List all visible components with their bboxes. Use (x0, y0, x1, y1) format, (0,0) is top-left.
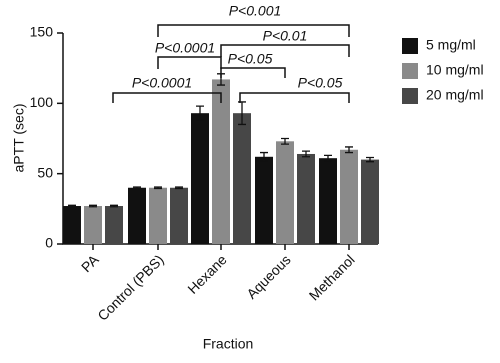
error-bar (68, 204, 76, 208)
error-bar (133, 186, 141, 190)
bar (255, 156, 273, 244)
error-bar (345, 146, 353, 154)
bar (191, 113, 209, 245)
bar (212, 79, 230, 244)
error-bar (366, 156, 374, 163)
error-bar (154, 186, 162, 190)
error-bar (302, 150, 310, 158)
error-bar (281, 137, 289, 145)
bar (149, 187, 167, 244)
significance-bracket (220, 67, 286, 78)
significance-bracket (157, 24, 350, 37)
significance-label: P<0.01 (263, 28, 308, 44)
x-tick-label: Aqueous (243, 251, 293, 301)
x-tick-label: PA (78, 251, 102, 275)
error-bar (196, 105, 204, 121)
error-bar (324, 154, 332, 162)
y-tick-label: 0 (45, 235, 53, 251)
y-tick-label: 100 (30, 94, 54, 110)
bar (361, 159, 379, 244)
y-axis-label: aPTT (sec) (11, 104, 27, 173)
bar (63, 206, 81, 244)
significance-bracket (112, 92, 222, 103)
legend-swatch (402, 88, 418, 104)
bar (319, 158, 337, 244)
error-bar (89, 204, 97, 208)
significance-label: P<0.0001 (155, 40, 215, 56)
significance-label: P<0.05 (298, 75, 343, 91)
y-tick-label: 150 (30, 24, 54, 40)
significance-bracket (220, 44, 350, 57)
legend-label: 10 mg/ml (426, 62, 484, 78)
significance-label: P<0.0001 (132, 75, 192, 91)
bar (84, 206, 102, 244)
bar (276, 141, 294, 244)
x-axis-label: Fraction (203, 336, 254, 352)
bar (105, 206, 123, 244)
error-bar (175, 186, 183, 190)
legend-label: 20 mg/ml (426, 87, 484, 103)
bar (297, 153, 315, 244)
bar (128, 187, 146, 244)
significance-bracket (239, 92, 350, 103)
error-bar (110, 204, 118, 208)
legend-label: 5 mg/ml (426, 37, 476, 53)
legend-swatch (402, 38, 418, 54)
significance-label: P<0.001 (229, 3, 282, 19)
x-tick-label: Methanol (306, 251, 358, 303)
x-tick-label: Control (PBS) (94, 251, 166, 323)
x-tick-label: Hexane (184, 251, 230, 297)
legend-swatch (402, 63, 418, 79)
bar (233, 113, 251, 245)
error-bar (260, 151, 268, 162)
bar (340, 149, 358, 244)
bar (170, 187, 188, 244)
y-tick-label: 50 (37, 164, 53, 180)
significance-label: P<0.05 (228, 51, 273, 67)
significance-bracket (157, 56, 222, 69)
